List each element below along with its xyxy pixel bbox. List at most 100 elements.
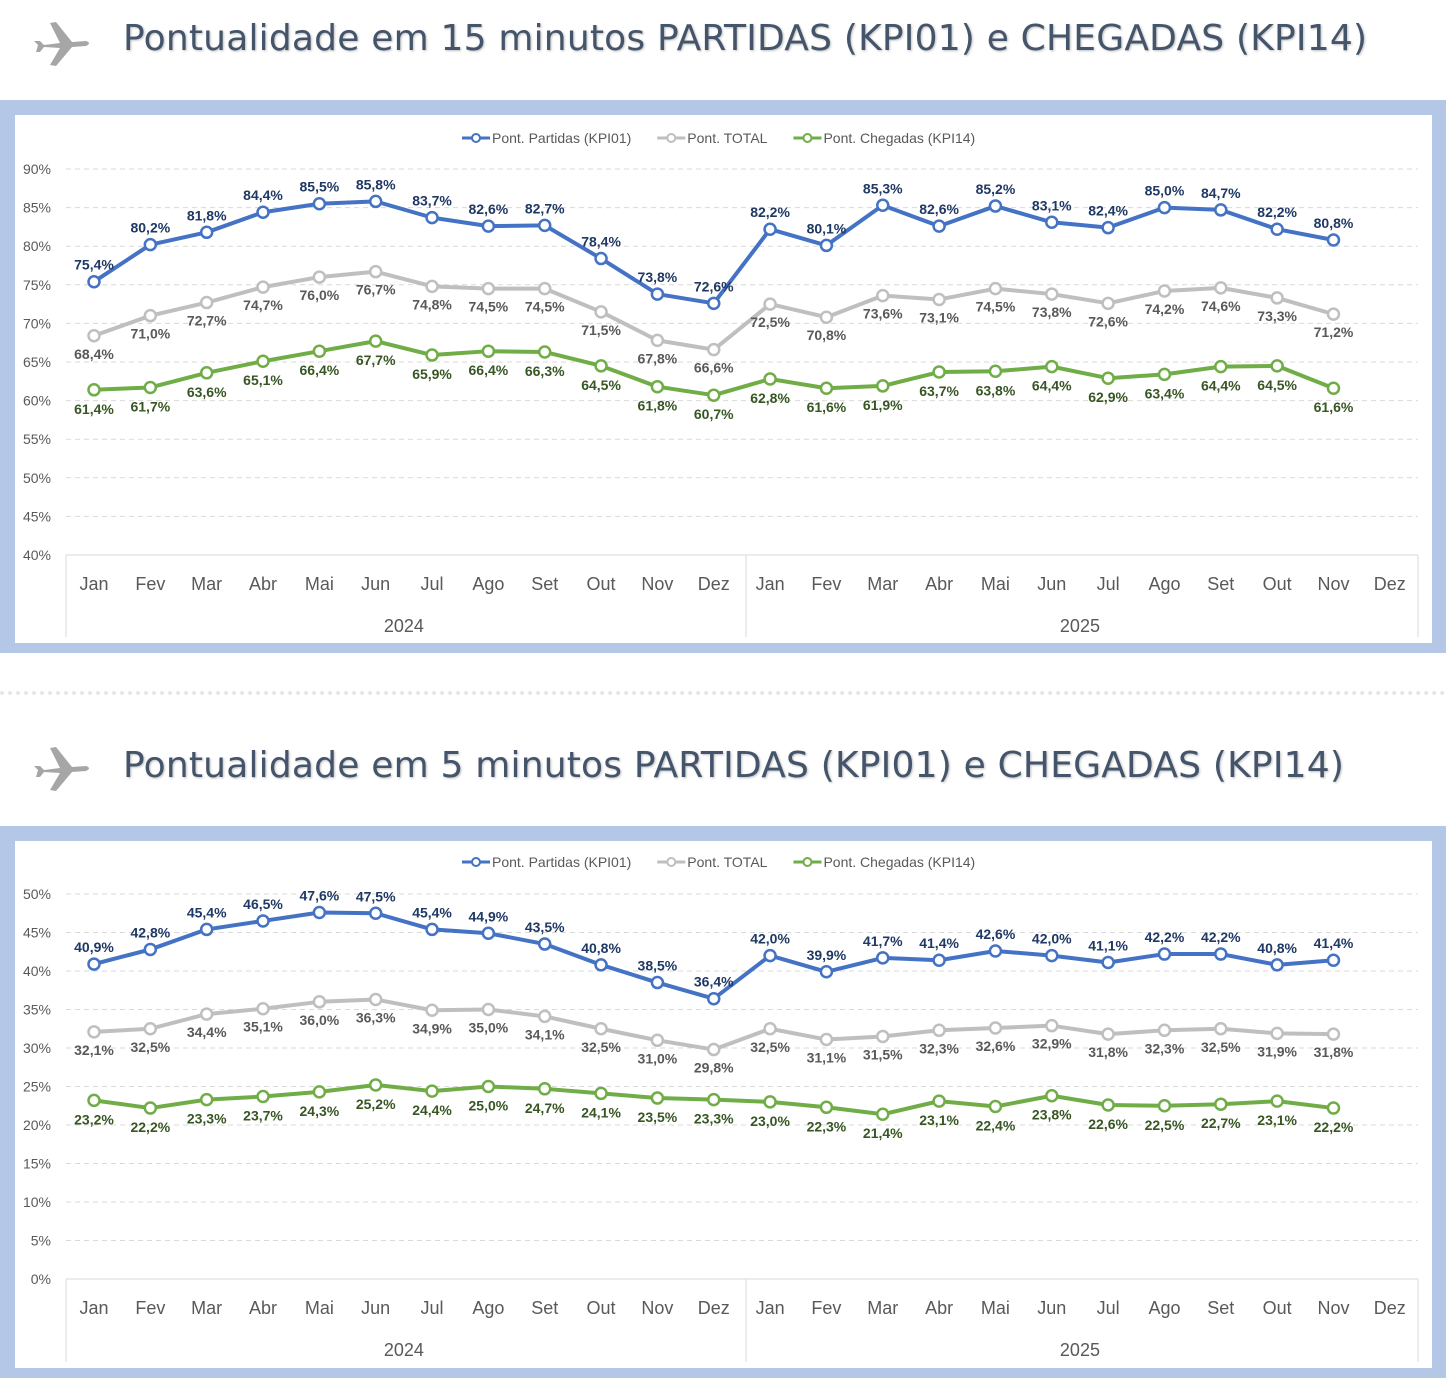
data-label-partidas: 84,7% xyxy=(1201,185,1241,201)
data-point-chegadas xyxy=(594,1086,608,1101)
y-tick-label: 45% xyxy=(23,925,51,941)
y-tick-label: 70% xyxy=(23,315,51,331)
data-label-total: 71,0% xyxy=(130,326,170,342)
data-point-partidas xyxy=(1157,200,1172,215)
data-label-total: 32,1% xyxy=(74,1042,114,1058)
data-point-partidas xyxy=(1214,947,1228,961)
data-point-chegadas xyxy=(1270,1094,1284,1108)
legend-label: Pont. TOTAL xyxy=(687,130,767,146)
data-point-partidas xyxy=(312,196,327,211)
data-point-total xyxy=(312,995,327,1009)
data-point-total xyxy=(537,281,552,296)
y-tick-label: 50% xyxy=(23,886,51,902)
data-label-total: 71,5% xyxy=(581,322,621,338)
x-tick-label: Jun xyxy=(361,574,390,594)
data-point-partidas xyxy=(312,905,327,920)
data-label-chegadas: 63,4% xyxy=(1145,385,1185,401)
data-label-partidas: 43,5% xyxy=(525,919,565,935)
data-label-total: 74,8% xyxy=(412,296,452,312)
data-point-partidas xyxy=(1270,222,1284,236)
data-label-chegadas: 63,7% xyxy=(919,383,959,399)
data-label-total: 31,0% xyxy=(638,1050,678,1066)
data-label-chegadas: 64,4% xyxy=(1201,378,1241,394)
data-point-chegadas xyxy=(1045,359,1059,374)
data-point-chegadas xyxy=(932,1094,946,1108)
data-label-chegadas: 66,4% xyxy=(300,362,340,378)
legend-marker xyxy=(471,133,481,143)
x-tick-label: Mai xyxy=(981,574,1010,594)
data-label-total: 73,1% xyxy=(919,309,959,325)
data-point-partidas xyxy=(537,218,552,233)
legend-label: Pont. Chegadas (KPI14) xyxy=(823,130,975,146)
data-point-chegadas xyxy=(819,381,834,395)
data-point-partidas xyxy=(1214,203,1228,217)
data-label-total: 32,5% xyxy=(581,1039,621,1055)
data-point-partidas xyxy=(650,975,665,990)
data-label-partidas: 80,8% xyxy=(1314,215,1354,231)
data-label-partidas: 42,0% xyxy=(1032,931,1072,947)
data-point-partidas xyxy=(988,199,1003,213)
data-label-total: 74,7% xyxy=(243,297,283,313)
data-point-partidas xyxy=(1270,958,1284,972)
data-label-partidas: 42,2% xyxy=(1201,929,1241,945)
data-point-total xyxy=(143,1022,158,1036)
x-tick-label: Set xyxy=(531,574,558,594)
data-label-total: 74,2% xyxy=(1145,301,1185,317)
data-point-total xyxy=(1270,1026,1284,1041)
x-tick-label: Set xyxy=(1207,1298,1234,1318)
data-label-partidas: 42,2% xyxy=(1145,929,1185,945)
data-point-chegadas xyxy=(988,1099,1003,1114)
data-label-total: 31,1% xyxy=(807,1050,847,1066)
data-point-total xyxy=(1101,1027,1115,1041)
data-point-chegadas xyxy=(650,1091,665,1105)
data-label-partidas: 44,9% xyxy=(469,908,509,924)
data-point-chegadas xyxy=(368,334,383,348)
x-group-label: 2024 xyxy=(384,1340,424,1360)
data-point-partidas xyxy=(481,926,496,941)
y-tick-label: 0% xyxy=(31,1271,51,1287)
data-label-total: 74,5% xyxy=(469,299,509,315)
data-point-chegadas xyxy=(876,379,890,393)
legend-marker xyxy=(802,857,813,867)
chart-frame-5min xyxy=(0,826,1446,1378)
data-point-total xyxy=(1101,296,1115,311)
data-point-partidas xyxy=(256,205,270,219)
data-label-total: 32,5% xyxy=(1201,1039,1241,1055)
data-point-partidas xyxy=(425,210,439,225)
x-tick-label: Ago xyxy=(1148,1298,1180,1318)
y-tick-label: 35% xyxy=(23,1002,51,1018)
x-tick-label: Nov xyxy=(1317,1298,1349,1318)
data-point-chegadas xyxy=(706,1092,721,1107)
data-point-total xyxy=(1157,1023,1172,1038)
x-group-label: 2024 xyxy=(384,616,424,636)
data-label-chegadas: 22,7% xyxy=(1201,1115,1241,1131)
data-point-chegadas xyxy=(425,1084,439,1098)
data-label-total: 32,3% xyxy=(919,1040,959,1056)
data-point-total xyxy=(87,1025,101,1039)
legend-marker xyxy=(471,857,481,867)
data-label-chegadas: 61,4% xyxy=(74,401,114,417)
data-label-partidas: 45,4% xyxy=(187,904,227,920)
data-point-chegadas xyxy=(1045,1088,1059,1103)
data-point-total xyxy=(706,342,721,357)
data-point-chegadas xyxy=(763,372,777,386)
data-label-chegadas: 22,6% xyxy=(1088,1116,1128,1132)
data-label-chegadas: 23,3% xyxy=(187,1111,227,1127)
data-label-partidas: 41,7% xyxy=(863,933,903,949)
x-tick-label: Jan xyxy=(756,1298,785,1318)
data-point-chegadas xyxy=(312,1085,327,1099)
x-tick-label: Mar xyxy=(867,574,898,594)
data-point-chegadas xyxy=(1157,1099,1172,1113)
data-point-chegadas xyxy=(537,1082,552,1096)
data-point-chegadas xyxy=(256,354,270,368)
x-tick-label: Mar xyxy=(191,1298,222,1318)
data-point-chegadas xyxy=(481,344,496,358)
data-label-chegadas: 61,7% xyxy=(130,398,170,414)
data-point-partidas xyxy=(1045,215,1059,230)
data-label-partidas: 40,8% xyxy=(581,940,621,956)
x-tick-label: Nov xyxy=(1317,574,1349,594)
data-point-chegadas xyxy=(312,344,327,358)
data-point-total xyxy=(312,270,327,284)
data-point-total xyxy=(481,1002,496,1017)
data-point-total xyxy=(199,295,214,310)
